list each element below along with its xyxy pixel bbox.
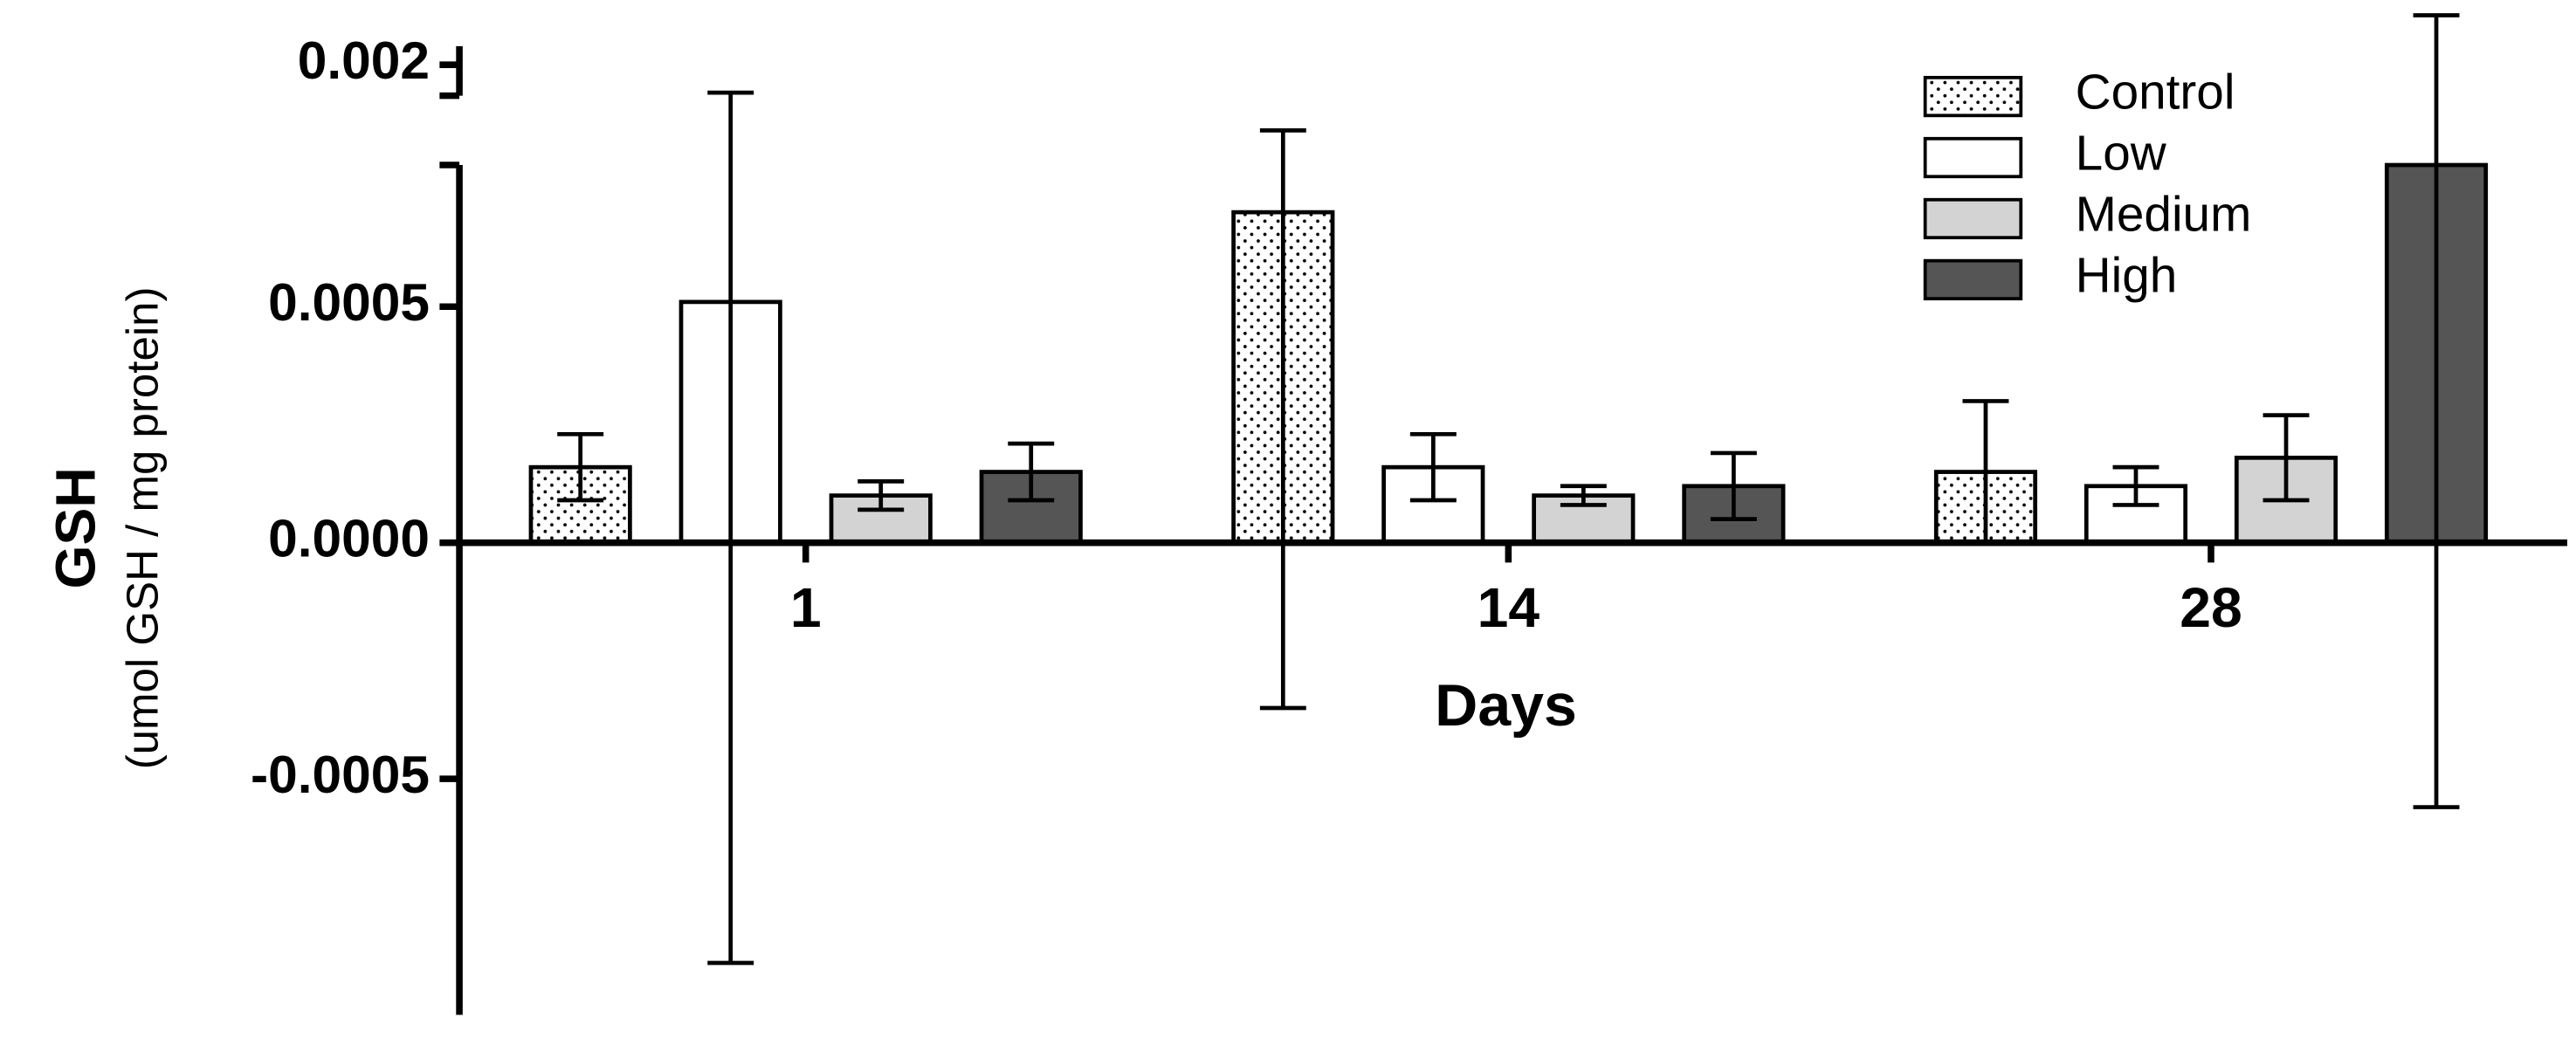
legend-swatch xyxy=(1923,136,2023,179)
legend-swatch xyxy=(1923,197,2023,240)
x-tick-label: 14 xyxy=(1477,576,1540,639)
legend-label: High xyxy=(2076,248,2178,303)
error-bar xyxy=(1008,441,1055,503)
legend-label: Medium xyxy=(2076,188,2252,243)
y-tick-label: 0.002 xyxy=(298,31,430,90)
x-tick-label: 1 xyxy=(790,576,822,639)
x-title: Days xyxy=(1435,672,1577,739)
error-bar xyxy=(1409,431,1457,503)
error-bar xyxy=(1259,127,1306,711)
legend-label: Control xyxy=(2076,65,2235,120)
error-bar xyxy=(2263,413,2310,503)
error-bar xyxy=(1710,450,1757,522)
y-title: GSH xyxy=(44,467,107,588)
error-bar xyxy=(557,431,604,503)
error-bar xyxy=(2112,464,2159,507)
error-bar xyxy=(858,479,905,512)
error-bar xyxy=(1560,484,1607,507)
y-subtitle: (umol GSH / mg protein) xyxy=(117,286,167,769)
y-tick-label: 0.0005 xyxy=(268,272,430,332)
error-bar xyxy=(2413,13,2460,809)
y-tick-label: 0.0000 xyxy=(268,509,430,568)
error-bar xyxy=(707,90,754,966)
y-tick-label: -0.0005 xyxy=(251,745,430,804)
x-tick-label: 28 xyxy=(2180,576,2242,639)
legend-swatch xyxy=(1923,75,2023,118)
legend-swatch xyxy=(1923,258,2023,301)
legend-label: Low xyxy=(2076,127,2167,182)
